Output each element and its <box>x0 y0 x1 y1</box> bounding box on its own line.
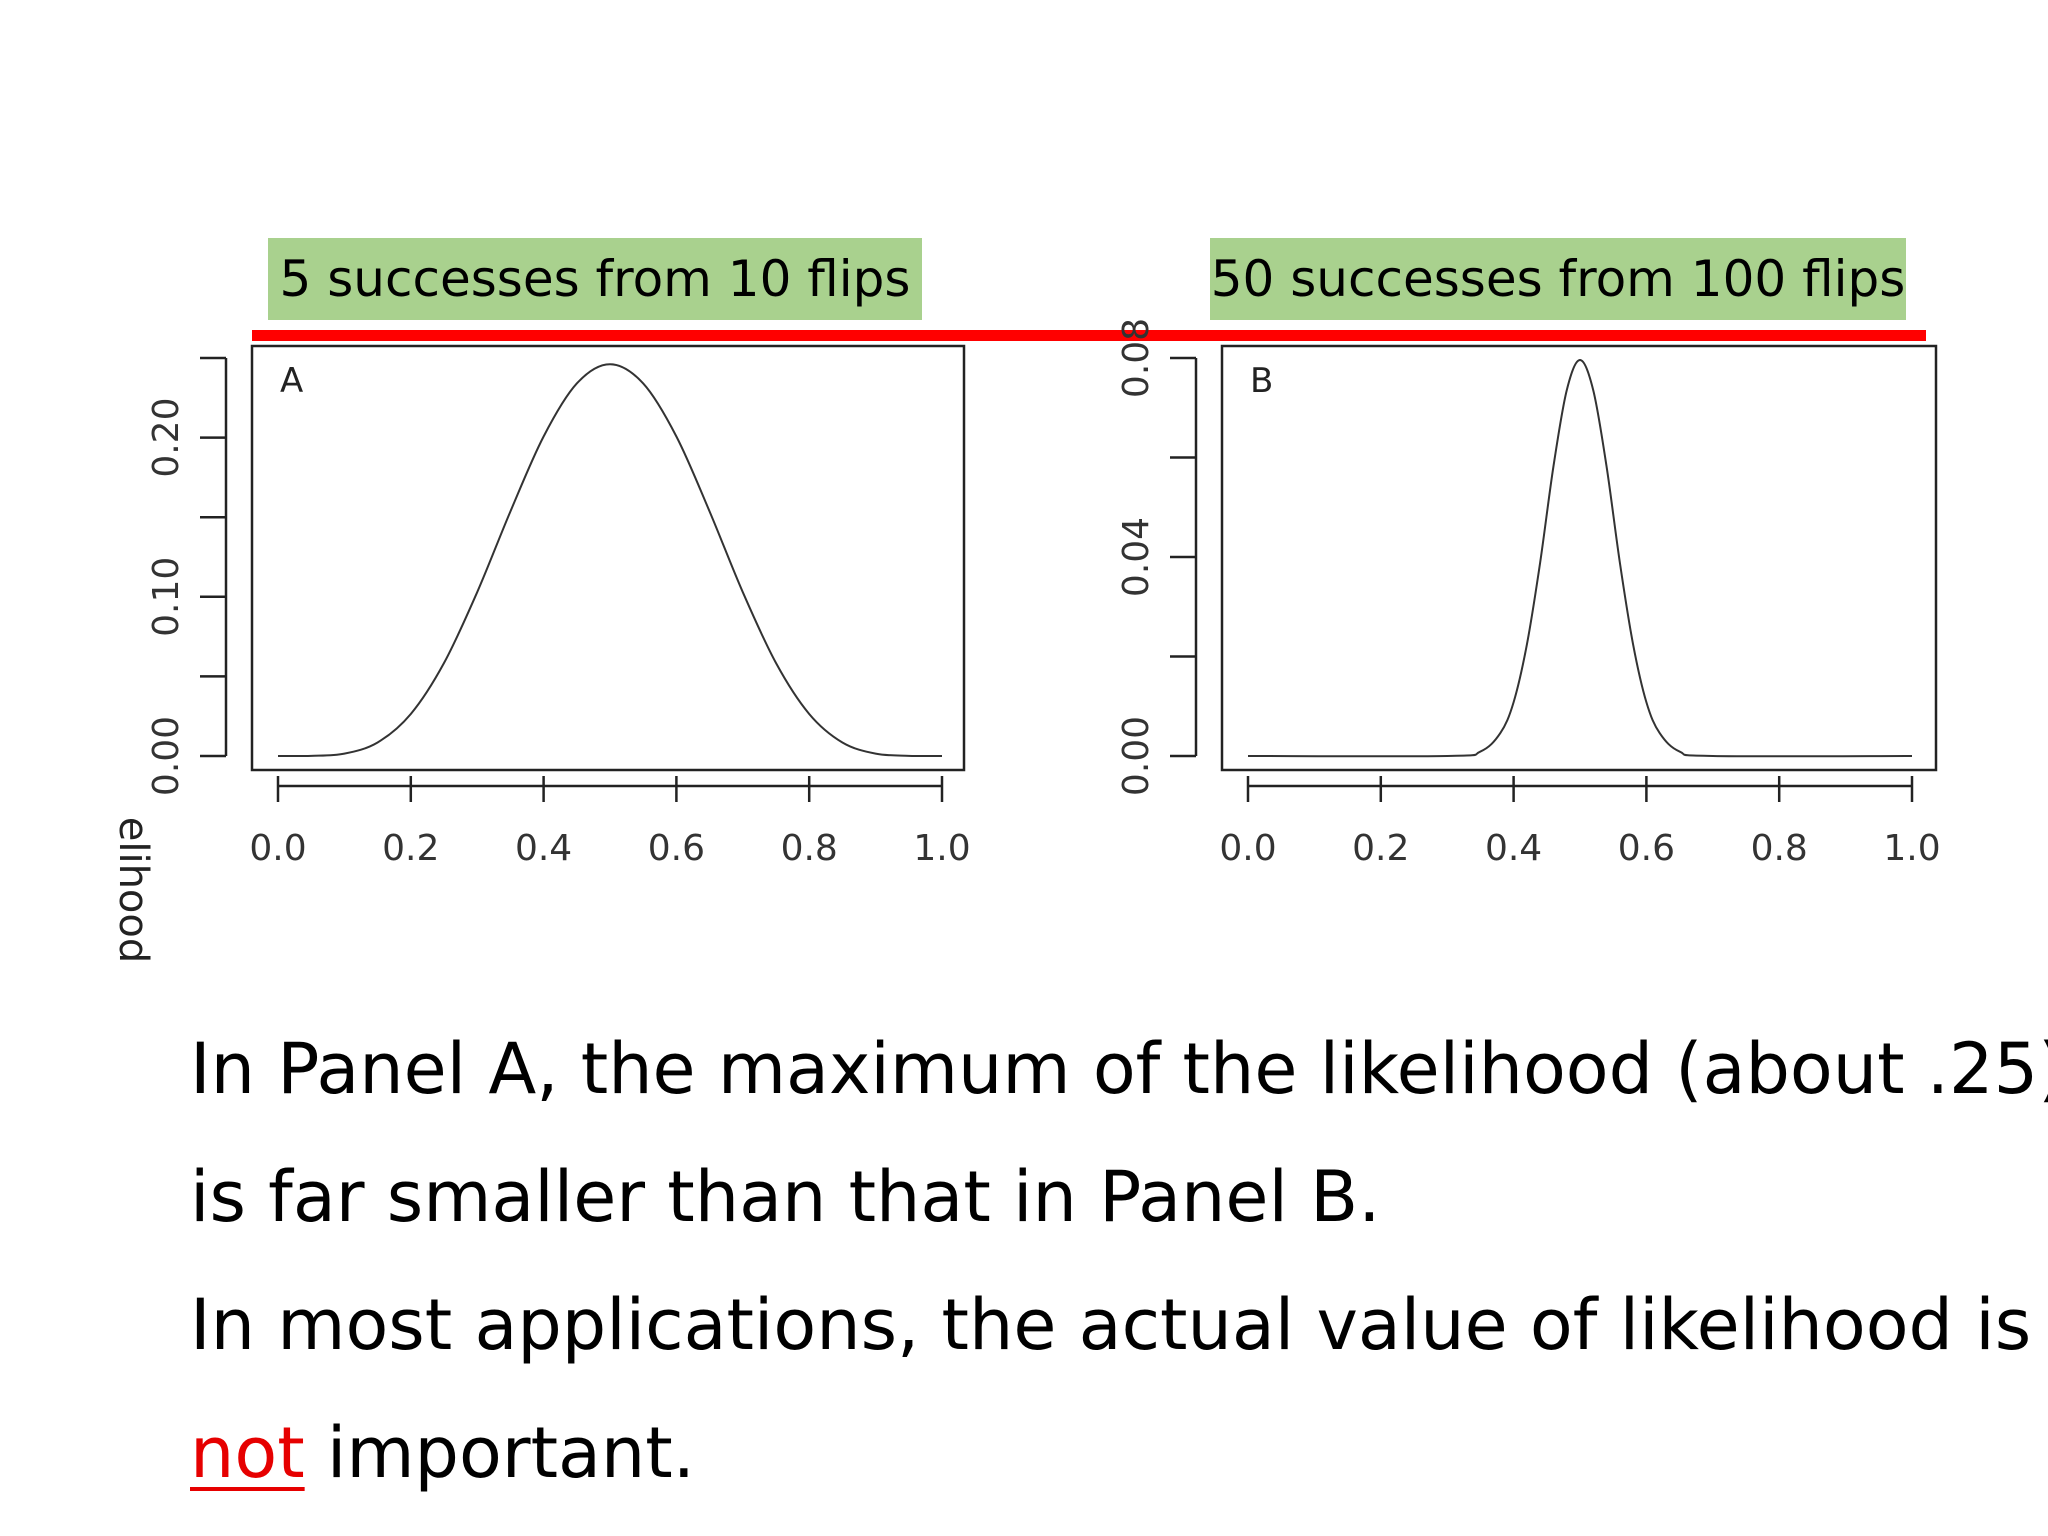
panel-b-label: B <box>1250 361 1273 401</box>
panel-a-y-tick-label-0: 0.00 <box>146 716 187 796</box>
caption-line-3: In most applications, the actual value o… <box>190 1284 2032 1366</box>
panel-b-x-tick-label-1: 0.2 <box>1352 828 1409 869</box>
panel-b-x-tick-label-3: 0.6 <box>1618 828 1675 869</box>
panel-a-x-tick-label-0: 0.0 <box>249 828 306 869</box>
panel-a-likelihood-curve <box>277 363 943 758</box>
panel-b-x-tick-label-5: 1.0 <box>1883 828 1940 869</box>
panel-b-y-tick-label-0: 0.00 <box>1116 716 1157 796</box>
panel-b-banner: 50 successes from 100 flips <box>1210 238 1906 320</box>
caption-line-4-rest: important. <box>304 1412 695 1494</box>
red-bar <box>252 330 1926 341</box>
panel-b-x-tick-label-0: 0.0 <box>1219 828 1276 869</box>
panel-a-y-tick-label-1: 0.10 <box>146 557 187 637</box>
caption-line-1: In Panel A, the maximum of the likelihoo… <box>190 1028 2048 1110</box>
not-highlight: not <box>190 1412 305 1494</box>
caption: In Panel A, the maximum of the likelihoo… <box>190 1005 2048 1517</box>
panel-b-y-tick-label-1: 0.04 <box>1116 517 1157 597</box>
panel-a-label: A <box>280 361 303 401</box>
panel-b-likelihood-curve <box>1247 358 1913 758</box>
panel-b-x-tick-label-2: 0.4 <box>1485 828 1542 869</box>
panel-a-x-tick-label-5: 1.0 <box>913 828 970 869</box>
panel-a-frame <box>250 344 966 772</box>
panel-a-x-tick-label-4: 0.8 <box>781 828 838 869</box>
caption-line-2: is far smaller than that in Panel B. <box>190 1156 1381 1238</box>
panel-b-y-tick-label-2: 0.08 <box>1116 318 1157 398</box>
panel-b-frame <box>1220 344 1938 772</box>
y-axis-label-fragment: elihood <box>110 817 156 964</box>
caption-line-4: not important. <box>190 1389 2010 1517</box>
panel-b-x-tick-label-4: 0.8 <box>1751 828 1808 869</box>
panel-a-y-tick-label-2: 0.20 <box>146 398 187 478</box>
panel-a-x-tick-label-1: 0.2 <box>382 828 439 869</box>
panel-a-x-tick-label-3: 0.6 <box>648 828 705 869</box>
panel-a-x-tick-label-2: 0.4 <box>515 828 572 869</box>
panel-a-banner: 5 successes from 10 flips <box>268 238 922 320</box>
